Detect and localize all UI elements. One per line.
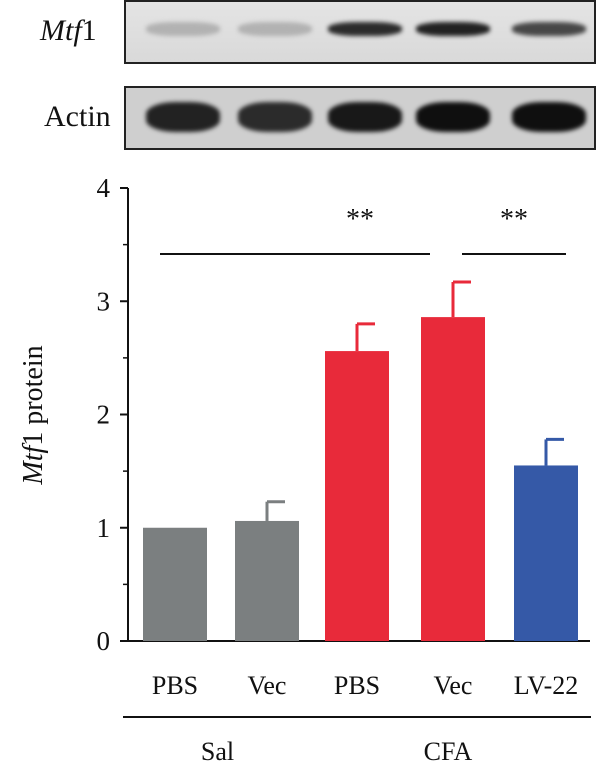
bar [514, 465, 578, 641]
y-tick-label: 4 [97, 173, 111, 203]
y-axis-label-italic: Mtf [18, 442, 49, 485]
y-axis-label-rest: 1 protein [18, 345, 49, 445]
bar [143, 527, 207, 641]
mtf1-band [146, 22, 220, 36]
group-label: CFA [424, 737, 473, 766]
x-category-label: PBS [152, 671, 198, 700]
actin-band [512, 102, 586, 132]
mtf1-band [328, 22, 402, 36]
significance-label: ** [500, 204, 528, 235]
mtf1-band [512, 22, 586, 36]
y-tick-label: 3 [97, 286, 111, 316]
actin-western-blot [124, 86, 596, 150]
mtf1-western-blot [124, 0, 596, 64]
actin-band [146, 102, 220, 132]
x-category-label: Vec [248, 671, 287, 700]
bar [325, 351, 389, 641]
x-category-label: LV-22 [514, 671, 579, 700]
y-tick-label: 2 [97, 400, 111, 430]
group-label: Sal [201, 737, 234, 766]
significance-label: ** [346, 204, 374, 235]
actin-band [328, 102, 402, 132]
bar [235, 520, 299, 641]
mtf1-italic-part: Mtf [40, 14, 82, 47]
x-category-label: Vec [434, 671, 473, 700]
y-axis-label: Mtf1 protein [18, 345, 49, 485]
bar [421, 317, 485, 641]
actin-band [238, 102, 312, 132]
y-tick-label: 0 [97, 626, 111, 656]
mtf1-band [238, 22, 312, 36]
actin-band [416, 102, 490, 132]
mtf1-band [416, 22, 490, 36]
mtf1-number-part: 1 [81, 14, 97, 47]
mtf1-blot-label: Mtf1 [40, 14, 97, 48]
y-tick-label: 1 [97, 513, 111, 543]
actin-blot-label: Actin [44, 100, 111, 133]
x-category-label: PBS [334, 671, 380, 700]
